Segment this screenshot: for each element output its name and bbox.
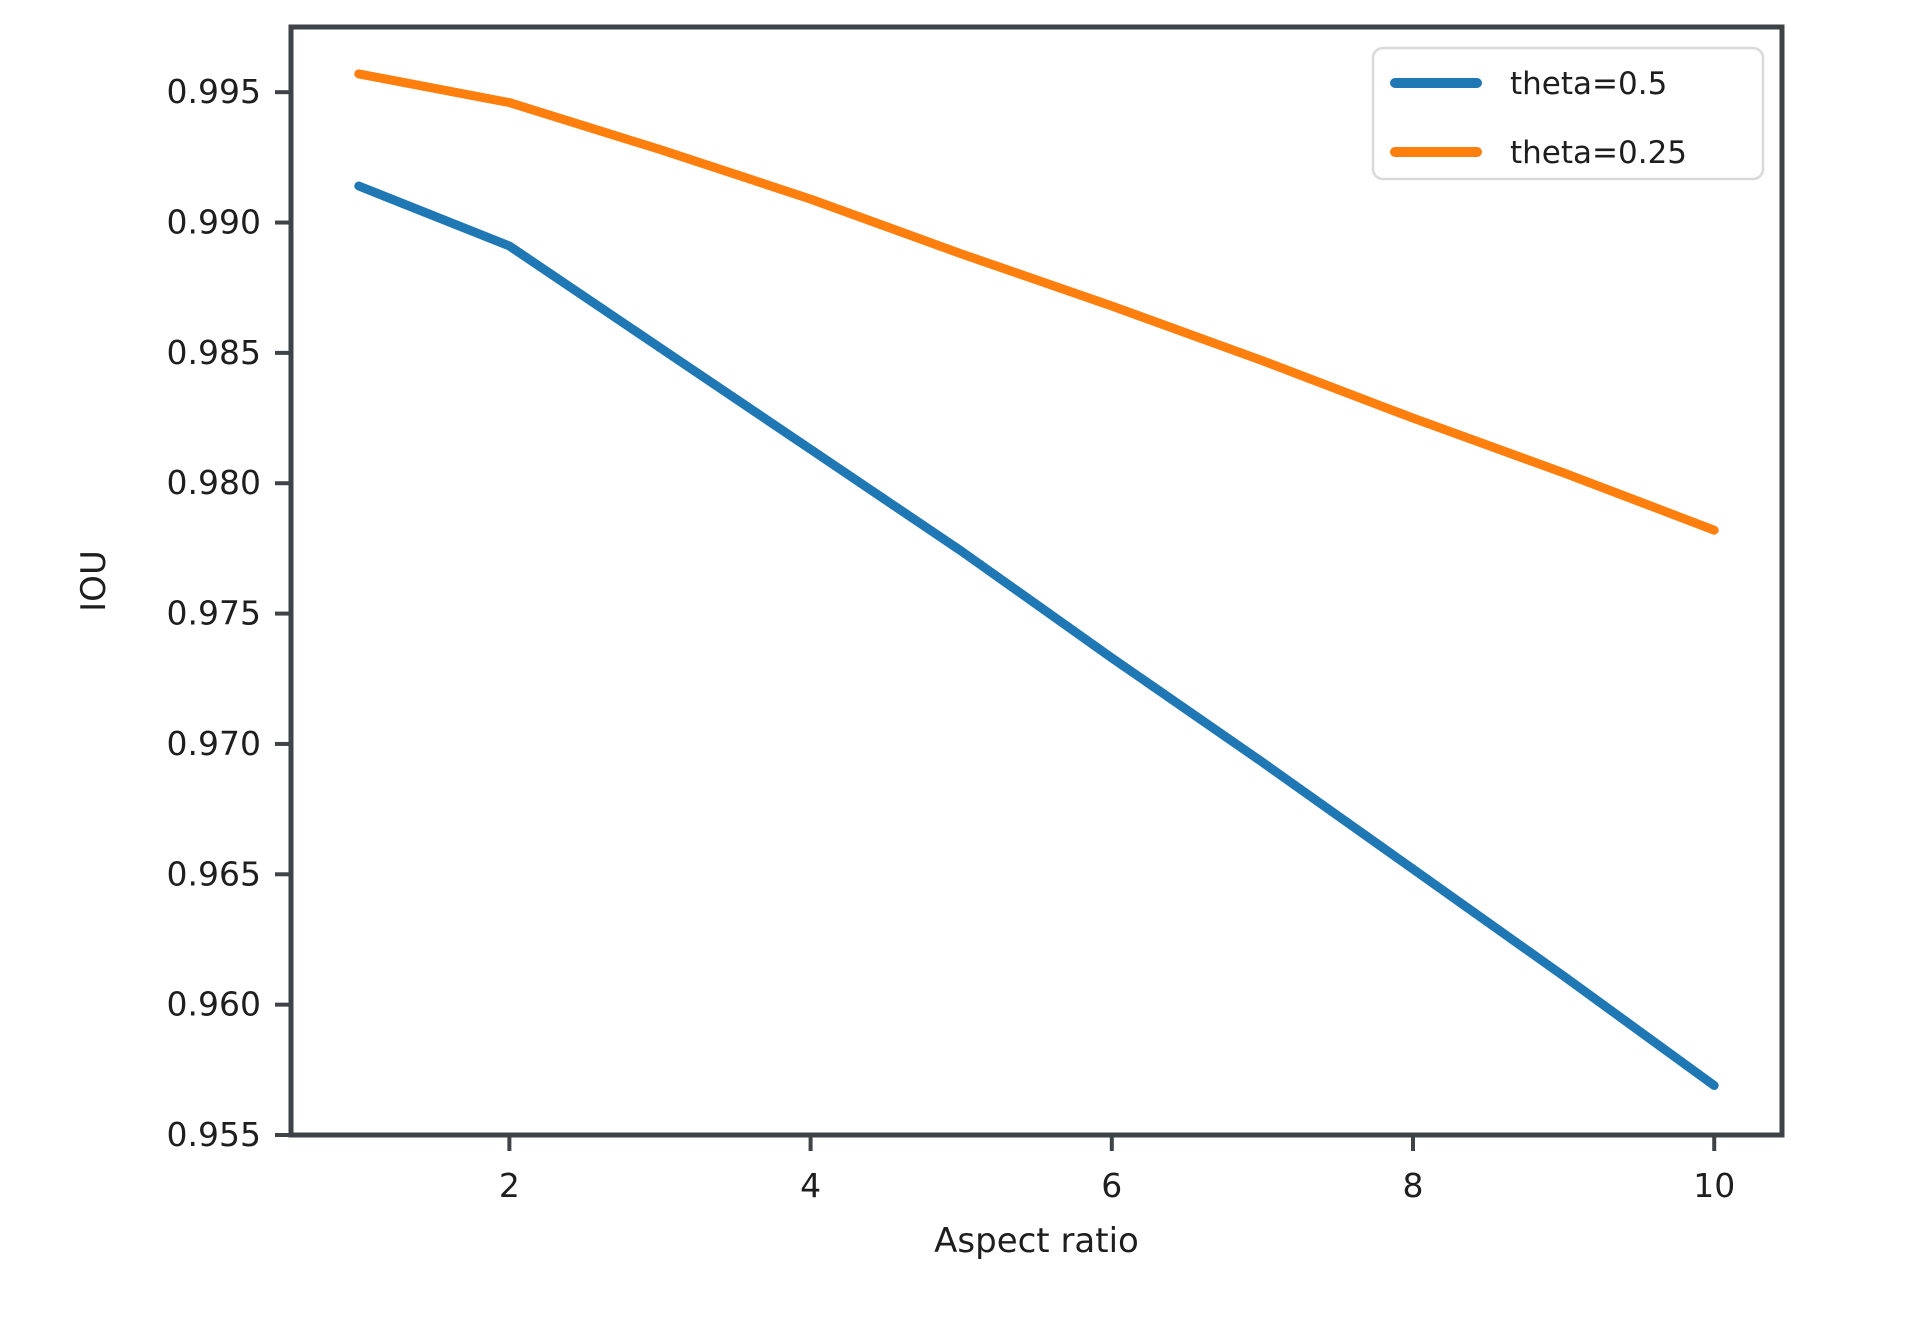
x-tick-label: 6 [1101,1166,1122,1205]
y-tick-label: 0.990 [167,203,261,242]
y-tick-label: 0.960 [167,985,261,1024]
legend-entry-label: theta=0.25 [1510,135,1687,171]
y-axis-label: IOU [74,550,114,612]
series-line-theta-0.25 [354,69,1719,535]
x-axis-ticks: 2 4 6 8 10 [499,1135,1735,1205]
x-axis-label: Aspect ratio [934,1221,1139,1261]
y-tick-label: 0.955 [167,1115,261,1154]
plot-area-border [288,24,1785,1138]
y-tick-label: 0.965 [167,854,261,893]
x-tick-label: 8 [1403,1166,1424,1205]
y-tick-label: 0.995 [167,72,261,111]
y-tick-label: 0.975 [167,594,261,633]
x-tick-label: 10 [1693,1166,1735,1205]
y-axis-ticks: 0.955 0.960 0.965 0.970 0.975 0.980 0.985 0.990… [167,72,291,1154]
x-tick-label: 2 [499,1166,520,1205]
legend: theta=0.5 theta=0.25 [1371,46,1765,181]
series-lines [354,69,1719,1090]
y-tick-label: 0.980 [167,463,261,502]
y-tick-label: 0.970 [167,724,261,763]
x-tick-label: 4 [800,1166,821,1205]
legend-entry-label: theta=0.5 [1510,66,1667,102]
series-line-theta-0.5 [354,181,1719,1090]
y-tick-label: 0.985 [167,333,261,372]
